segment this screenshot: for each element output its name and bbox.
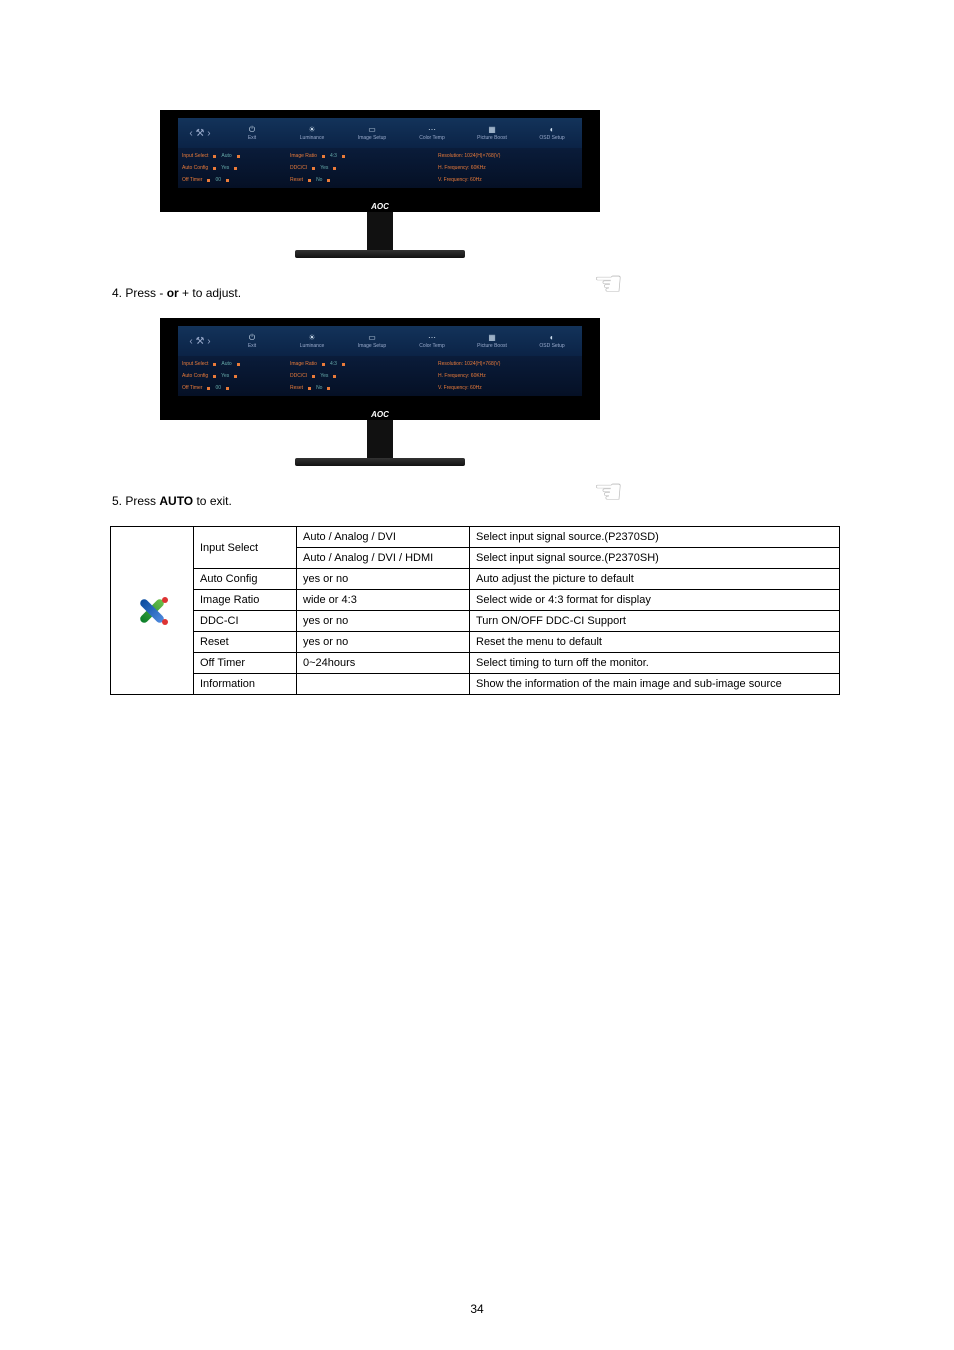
cell-label: Off Timer bbox=[194, 653, 297, 674]
tab-osd-setup: ◐OSD Setup bbox=[522, 118, 582, 148]
cell-label: DDC-CI bbox=[194, 611, 297, 632]
table-row: Input Select Auto / Analog / DVI Select … bbox=[111, 527, 840, 548]
osd-body: Input SelectAuto Auto ConfigYes Off Time… bbox=[178, 356, 582, 396]
cell-desc: Select timing to turn off the monitor. bbox=[470, 653, 840, 674]
cell-value: Auto / Analog / DVI bbox=[297, 527, 470, 548]
cell-desc: Select wide or 4:3 format for display bbox=[470, 590, 840, 611]
pointing-hand-icon: ☞ bbox=[593, 472, 623, 512]
osd-panel: ‹ ⚒ › ⏻Exit ☀Luminance ▭Image Setup ⋯Col… bbox=[178, 326, 582, 396]
tab-picture-boost: ▦Picture Boost bbox=[462, 326, 522, 356]
cell-input-select: Input Select bbox=[194, 527, 297, 569]
table-row: Off Timer 0~24hours Select timing to tur… bbox=[111, 653, 840, 674]
cell-label: Reset bbox=[194, 632, 297, 653]
cell-value: yes or no bbox=[297, 632, 470, 653]
pointing-hand-icon: ☞ bbox=[593, 264, 623, 304]
brand-bar: AOC bbox=[160, 408, 600, 420]
cell-value: Auto / Analog / DVI / HDMI bbox=[297, 548, 470, 569]
tab-picture-boost: ▦Picture Boost bbox=[462, 118, 522, 148]
monitor-screen: ‹ ⚒ › ⏻Exit ☀Luminance ▭Image Setup ⋯Col… bbox=[160, 318, 600, 408]
step-4: 4. Press - or + to adjust. bbox=[112, 286, 844, 300]
tab-color-temp: ⋯Color Temp bbox=[402, 326, 462, 356]
page-number: 34 bbox=[0, 1302, 954, 1316]
cell-label: Information bbox=[194, 674, 297, 695]
cell-value: yes or no bbox=[297, 611, 470, 632]
cell-value bbox=[297, 674, 470, 695]
cell-desc: Select input signal source.(P2370SH) bbox=[470, 548, 840, 569]
tab-image-setup: ▭Image Setup bbox=[342, 326, 402, 356]
brand-bar: AOC bbox=[160, 200, 600, 212]
cell-value: 0~24hours bbox=[297, 653, 470, 674]
cell-desc: Turn ON/OFF DDC-CI Support bbox=[470, 611, 840, 632]
monitor-stand bbox=[160, 420, 600, 466]
document-page: ‹ ⚒ › ⏻Exit ☀Luminance ▭Image Setup ⋯Col… bbox=[0, 0, 954, 1350]
cell-label: Image Ratio bbox=[194, 590, 297, 611]
monitor-stand bbox=[160, 212, 600, 258]
table-row: Information Show the information of the … bbox=[111, 674, 840, 695]
nav-arrows-icon: ‹ ⚒ › bbox=[178, 326, 222, 356]
brand-logo: AOC bbox=[371, 202, 389, 211]
nav-arrows-icon: ‹ ⚒ › bbox=[178, 118, 222, 148]
tools-icon bbox=[134, 593, 170, 629]
table-row: Reset yes or no Reset the menu to defaul… bbox=[111, 632, 840, 653]
tab-luminance: ☀Luminance bbox=[282, 118, 342, 148]
cell-desc: Reset the menu to default bbox=[470, 632, 840, 653]
osd-panel: ‹ ⚒ › ⏻Exit ☀Luminance ▭Image Setup ⋯Col… bbox=[178, 118, 582, 188]
tab-exit: ⏻Exit bbox=[222, 118, 282, 148]
cell-label: Auto Config bbox=[194, 569, 297, 590]
cell-desc: Select input signal source.(P2370SD) bbox=[470, 527, 840, 548]
osd-body: Input SelectAuto Auto ConfigYes Off Time… bbox=[178, 148, 582, 188]
cell-desc: Show the information of the main image a… bbox=[470, 674, 840, 695]
cell-value: wide or 4:3 bbox=[297, 590, 470, 611]
tab-exit: ⏻Exit bbox=[222, 326, 282, 356]
figure-1: ‹ ⚒ › ⏻Exit ☀Luminance ▭Image Setup ⋯Col… bbox=[135, 110, 575, 258]
settings-table: Input Select Auto / Analog / DVI Select … bbox=[110, 526, 840, 695]
figure-2: ‹ ⚒ › ⏻Exit ☀Luminance ▭Image Setup ⋯Col… bbox=[135, 318, 575, 466]
osd-tabs: ‹ ⚒ › ⏻Exit ☀Luminance ▭Image Setup ⋯Col… bbox=[178, 326, 582, 356]
tab-luminance: ☀Luminance bbox=[282, 326, 342, 356]
table-row: Auto Config yes or no Auto adjust the pi… bbox=[111, 569, 840, 590]
table-row: Image Ratio wide or 4:3 Select wide or 4… bbox=[111, 590, 840, 611]
tab-image-setup: ▭Image Setup bbox=[342, 118, 402, 148]
osd-tabs: ‹ ⚒ › ⏻Exit ☀Luminance ▭Image Setup ⋯Col… bbox=[178, 118, 582, 148]
tab-osd-setup: ◐OSD Setup bbox=[522, 326, 582, 356]
monitor-screen: ‹ ⚒ › ⏻Exit ☀Luminance ▭Image Setup ⋯Col… bbox=[160, 110, 600, 200]
table-row: DDC-CI yes or no Turn ON/OFF DDC-CI Supp… bbox=[111, 611, 840, 632]
step-5: 5. Press AUTO to exit. bbox=[112, 494, 844, 508]
tab-color-temp: ⋯Color Temp bbox=[402, 118, 462, 148]
brand-logo: AOC bbox=[371, 410, 389, 419]
cell-desc: Auto adjust the picture to default bbox=[470, 569, 840, 590]
cell-value: yes or no bbox=[297, 569, 470, 590]
